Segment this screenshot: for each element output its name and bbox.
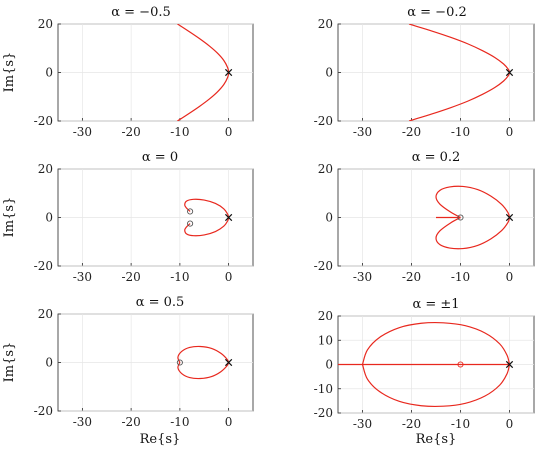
x-tick-label: -30 bbox=[73, 125, 92, 139]
pole-marker bbox=[505, 213, 514, 222]
subplot-alpha-0.5: α = 0.5 -30 -20 -10 0 -20 0 20 Im{s} Re{s} bbox=[2, 295, 254, 447]
y-tick-label: 20 bbox=[318, 309, 333, 323]
y-tick-label: 0 bbox=[325, 358, 333, 372]
pole-zero-markers bbox=[457, 213, 514, 222]
subplot-title: α = 0.5 bbox=[136, 295, 185, 310]
y-tick-label: -20 bbox=[34, 114, 53, 128]
y-tick-label: 20 bbox=[318, 162, 333, 176]
pole-marker bbox=[225, 358, 233, 367]
subplot-title: α = ±1 bbox=[412, 297, 459, 312]
locus-line bbox=[361, 364, 511, 408]
x-tick-label: -30 bbox=[73, 270, 92, 284]
x-tick-label: -20 bbox=[121, 415, 140, 429]
subplot-title: α = −0.5 bbox=[111, 5, 171, 20]
tick-labels: -30 -20 -10 0 -20 0 20 bbox=[314, 162, 514, 284]
x-tick-label: -20 bbox=[402, 417, 421, 431]
x-tick-label: -10 bbox=[170, 415, 189, 429]
y-tick-label: 10 bbox=[318, 333, 333, 347]
x-tick-label: -10 bbox=[451, 270, 470, 284]
x-tick-label: 0 bbox=[506, 270, 514, 284]
x-tick-label: -30 bbox=[73, 415, 92, 429]
y-axis-label: Im{s} bbox=[2, 342, 17, 383]
pole-marker bbox=[505, 68, 514, 77]
subplot-title: α = −0.2 bbox=[407, 5, 467, 20]
y-tick-label: -20 bbox=[34, 404, 53, 418]
pole-zero-markers bbox=[176, 358, 233, 367]
locus-series bbox=[177, 345, 230, 380]
y-tick-label: 0 bbox=[45, 66, 53, 80]
y-tick-label: 20 bbox=[38, 17, 53, 31]
locus-line bbox=[435, 216, 511, 250]
x-tick-label: 0 bbox=[225, 125, 233, 139]
zero-marker bbox=[457, 214, 464, 221]
x-tick-label: 0 bbox=[506, 417, 514, 431]
pole-marker bbox=[225, 68, 233, 77]
locus-series bbox=[338, 321, 511, 408]
x-tick-label: -10 bbox=[451, 417, 470, 431]
locus-series bbox=[435, 185, 511, 250]
zero-marker bbox=[187, 220, 194, 227]
zero-marker bbox=[176, 359, 183, 366]
x-axis-label: Re{s} bbox=[416, 432, 457, 447]
x-tick-label: -10 bbox=[451, 125, 470, 139]
locus-line bbox=[177, 362, 230, 380]
y-tick-label: 20 bbox=[38, 307, 53, 321]
pole-zero-markers bbox=[225, 68, 233, 77]
x-tick-label: -20 bbox=[121, 125, 140, 139]
y-tick-label: 0 bbox=[45, 356, 53, 370]
y-tick-label: -20 bbox=[34, 259, 53, 273]
x-tick-label: -10 bbox=[170, 270, 189, 284]
tick-labels: -30 -20 -10 0 -20 0 20 bbox=[34, 307, 233, 429]
tick-labels: -30 -20 -10 0 -20 0 20 bbox=[314, 17, 514, 139]
y-axis-label: Im{s} bbox=[2, 197, 17, 238]
x-tick-label: 0 bbox=[225, 415, 233, 429]
y-tick-label: 0 bbox=[45, 211, 53, 225]
locus-line bbox=[177, 345, 230, 363]
zero-marker bbox=[187, 208, 194, 215]
pole-zero-markers bbox=[505, 68, 514, 77]
x-tick-label: -30 bbox=[353, 417, 372, 431]
locus-line bbox=[184, 217, 230, 237]
y-tick-label: -20 bbox=[314, 114, 333, 128]
y-tick-label: 0 bbox=[325, 66, 333, 80]
subplot-title: α = 0.2 bbox=[412, 150, 461, 165]
y-tick-label: -20 bbox=[314, 259, 333, 273]
subplot-alpha-0.2: α = 0.2 -30 -20 -10 0 -20 0 20 bbox=[314, 150, 535, 284]
tick-labels: -30 -20 -10 0 -20 0 20 bbox=[34, 17, 233, 139]
x-tick-label: -20 bbox=[402, 125, 421, 139]
x-axis-label: Re{s} bbox=[140, 432, 181, 447]
y-axis-label: Im{s} bbox=[2, 52, 17, 93]
subplot-alpha-0: α = 0 -30 -20 -10 0 -20 0 20 Im{s} bbox=[2, 150, 254, 284]
subplot-alpha-neg-0.2: α = −0.2 -30 -20 -10 0 -20 0 20 bbox=[314, 5, 535, 139]
grid-lines bbox=[58, 23, 253, 122]
y-tick-label: -20 bbox=[314, 406, 333, 420]
x-tick-label: 0 bbox=[225, 270, 233, 284]
y-tick-label: 0 bbox=[325, 211, 333, 225]
x-tick-label: -30 bbox=[353, 125, 372, 139]
locus-line bbox=[184, 198, 230, 218]
x-tick-label: -30 bbox=[353, 270, 372, 284]
x-tick-label: -10 bbox=[170, 125, 189, 139]
locus-line bbox=[361, 321, 511, 365]
x-tick-label: -20 bbox=[402, 270, 421, 284]
tick-labels: -30 -20 -10 0 -20 0 20 bbox=[34, 162, 233, 284]
zero-marker bbox=[457, 361, 464, 368]
x-tick-label: -20 bbox=[121, 270, 140, 284]
y-tick-label: -10 bbox=[314, 382, 333, 396]
locus-line bbox=[435, 185, 511, 219]
subplot-title: α = 0 bbox=[142, 150, 178, 165]
locus-series bbox=[184, 198, 230, 237]
subplot-alpha-pm1: α = ±1 -30 -20 -10 0 -20 -10 0 10 20 Re{s} bbox=[314, 297, 535, 447]
y-tick-label: 20 bbox=[38, 162, 53, 176]
subplot-alpha-neg-0.5: α = −0.5 -30 -20 -10 0 -20 0 20 Im{s} bbox=[2, 5, 254, 139]
x-tick-label: 0 bbox=[506, 125, 514, 139]
pole-zero-markers bbox=[457, 360, 514, 369]
pole-zero-markers bbox=[187, 208, 233, 227]
y-tick-label: 20 bbox=[318, 17, 333, 31]
pole-marker bbox=[225, 213, 233, 222]
pole-marker bbox=[505, 360, 514, 369]
grid-lines bbox=[58, 168, 253, 267]
tick-labels: -30 -20 -10 0 -20 -10 0 10 20 bbox=[314, 309, 514, 431]
